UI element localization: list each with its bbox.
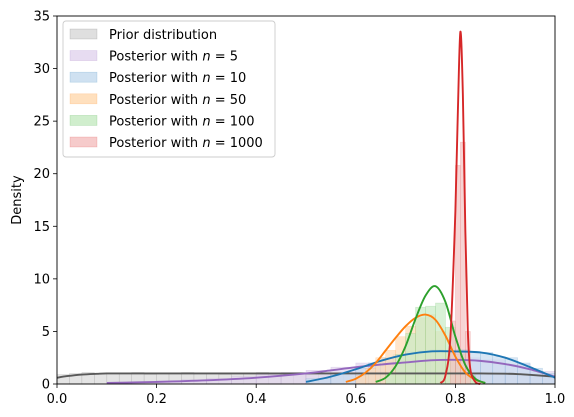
plot-frame [56, 15, 556, 385]
x-tick-label: 0.6 [345, 392, 366, 407]
y-tick-label: 20 [33, 167, 50, 182]
legend-label-prefix: Posterior with [109, 50, 202, 65]
y-tick-label: 0 [42, 378, 50, 393]
legend-label-n-value: = 5 [211, 50, 238, 65]
legend-label: Posterior with n = 5 [109, 50, 238, 65]
histogram-bar [479, 352, 494, 385]
legend-label: Posterior with n = 10 [109, 71, 246, 86]
kde-line-posterior-with-n-5 [106, 358, 556, 384]
y-tick-label: 25 [33, 115, 50, 130]
y-tick-label: 5 [42, 325, 50, 340]
axes: 0.0 0.2 0.4 0.6 0.8 1.0 0 5 10 15 20 25 30 35 [33, 10, 565, 408]
histogram-bar [415, 306, 426, 385]
legend-label-n-symbol: n [202, 71, 210, 86]
x-tick-label: 0.8 [445, 392, 466, 407]
x-tick-label: 0.2 [146, 392, 167, 407]
legend-label: Posterior with n = 100 [109, 114, 255, 129]
legend-label: Prior distribution [109, 28, 217, 43]
legend-swatch [69, 28, 98, 40]
legend-swatch [69, 93, 98, 105]
legend-label: Posterior with n = 1000 [109, 136, 263, 151]
legend-label: Posterior with n = 50 [109, 93, 246, 108]
legend-label-prefix: Prior distribution [109, 28, 217, 43]
legend-label-n-value: = 10 [211, 71, 247, 86]
legend-swatch [69, 136, 98, 148]
kde-line-posterior-with-n-10 [305, 350, 556, 383]
y-tick-label: 30 [33, 62, 50, 77]
legend-label-prefix: Posterior with [109, 136, 202, 151]
legend-label-prefix: Posterior with [109, 71, 202, 86]
kde-line-posterior-with-n-100 [375, 285, 486, 384]
legend-swatch [69, 50, 98, 61]
y-tick-label: 35 [33, 10, 50, 25]
legend-label-n-symbol: n [202, 93, 210, 108]
x-tick-label: 0.4 [246, 392, 267, 407]
histogram-bar [385, 373, 396, 385]
legend-label-n-symbol: n [202, 136, 210, 151]
histogram-bar [492, 356, 506, 385]
x-tick-label: 0.0 [47, 392, 68, 407]
legend-label-n-value: = 100 [211, 114, 255, 129]
y-tick-label: 10 [33, 272, 50, 287]
legend-swatch [69, 115, 98, 126]
legend-label-n-value: = 50 [211, 93, 247, 108]
legend-label-prefix: Posterior with [109, 93, 202, 108]
x-tick-label: 1.0 [545, 392, 566, 407]
legend-label-prefix: Posterior with [109, 114, 202, 129]
histogram-bar [435, 302, 446, 385]
legend-label-n-value: = 1000 [211, 136, 263, 151]
legend-label-n-symbol: n [202, 50, 210, 65]
kde-line-posterior-with-n-1000 [439, 30, 481, 385]
legend-box [62, 20, 276, 158]
y-axis-label: Density [10, 175, 25, 225]
legend-swatch [69, 71, 98, 83]
legend-label-n-symbol: n [202, 114, 210, 129]
histogram-bar [94, 373, 108, 385]
y-tick-label: 15 [33, 220, 50, 235]
